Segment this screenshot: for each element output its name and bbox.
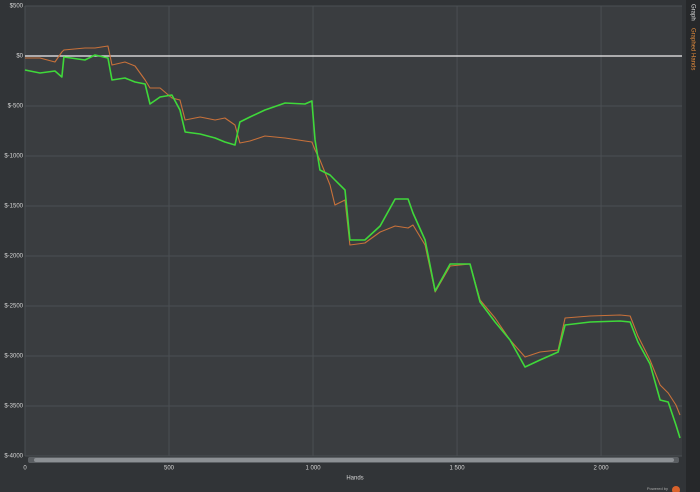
x-axis-label: Hands <box>346 476 363 482</box>
x-tick-label: 1 500 <box>450 466 466 472</box>
y-tick-label: $-3000 <box>4 354 23 360</box>
footer: Powered by <box>647 486 668 491</box>
y-tick-label: $0 <box>16 54 23 60</box>
series-line <box>24 54 681 439</box>
y-tick-label: $-3500 <box>4 404 23 410</box>
y-tick-label: $-500 <box>8 104 24 110</box>
y-tick-label: $-4000 <box>4 454 23 460</box>
y-tick-label: $-1000 <box>4 154 23 160</box>
x-tick-label: 0 <box>23 466 27 472</box>
scrollbar-thumb[interactable] <box>34 458 674 462</box>
y-tick-label: $-2000 <box>4 254 23 260</box>
plot-area <box>25 6 682 456</box>
x-tick-label: 500 <box>164 466 175 472</box>
tab[interactable]: Graphed Hands <box>689 28 695 70</box>
x-tick-label: 1 000 <box>306 466 322 472</box>
y-tick-label: $-2500 <box>4 304 23 310</box>
x-tick-label: 2 000 <box>594 466 610 472</box>
y-tick-label: $500 <box>10 4 24 10</box>
y-tick-label: $-1500 <box>4 204 23 210</box>
logo <box>672 486 680 492</box>
tab[interactable]: Graph <box>689 4 695 21</box>
side-panel <box>686 0 700 492</box>
